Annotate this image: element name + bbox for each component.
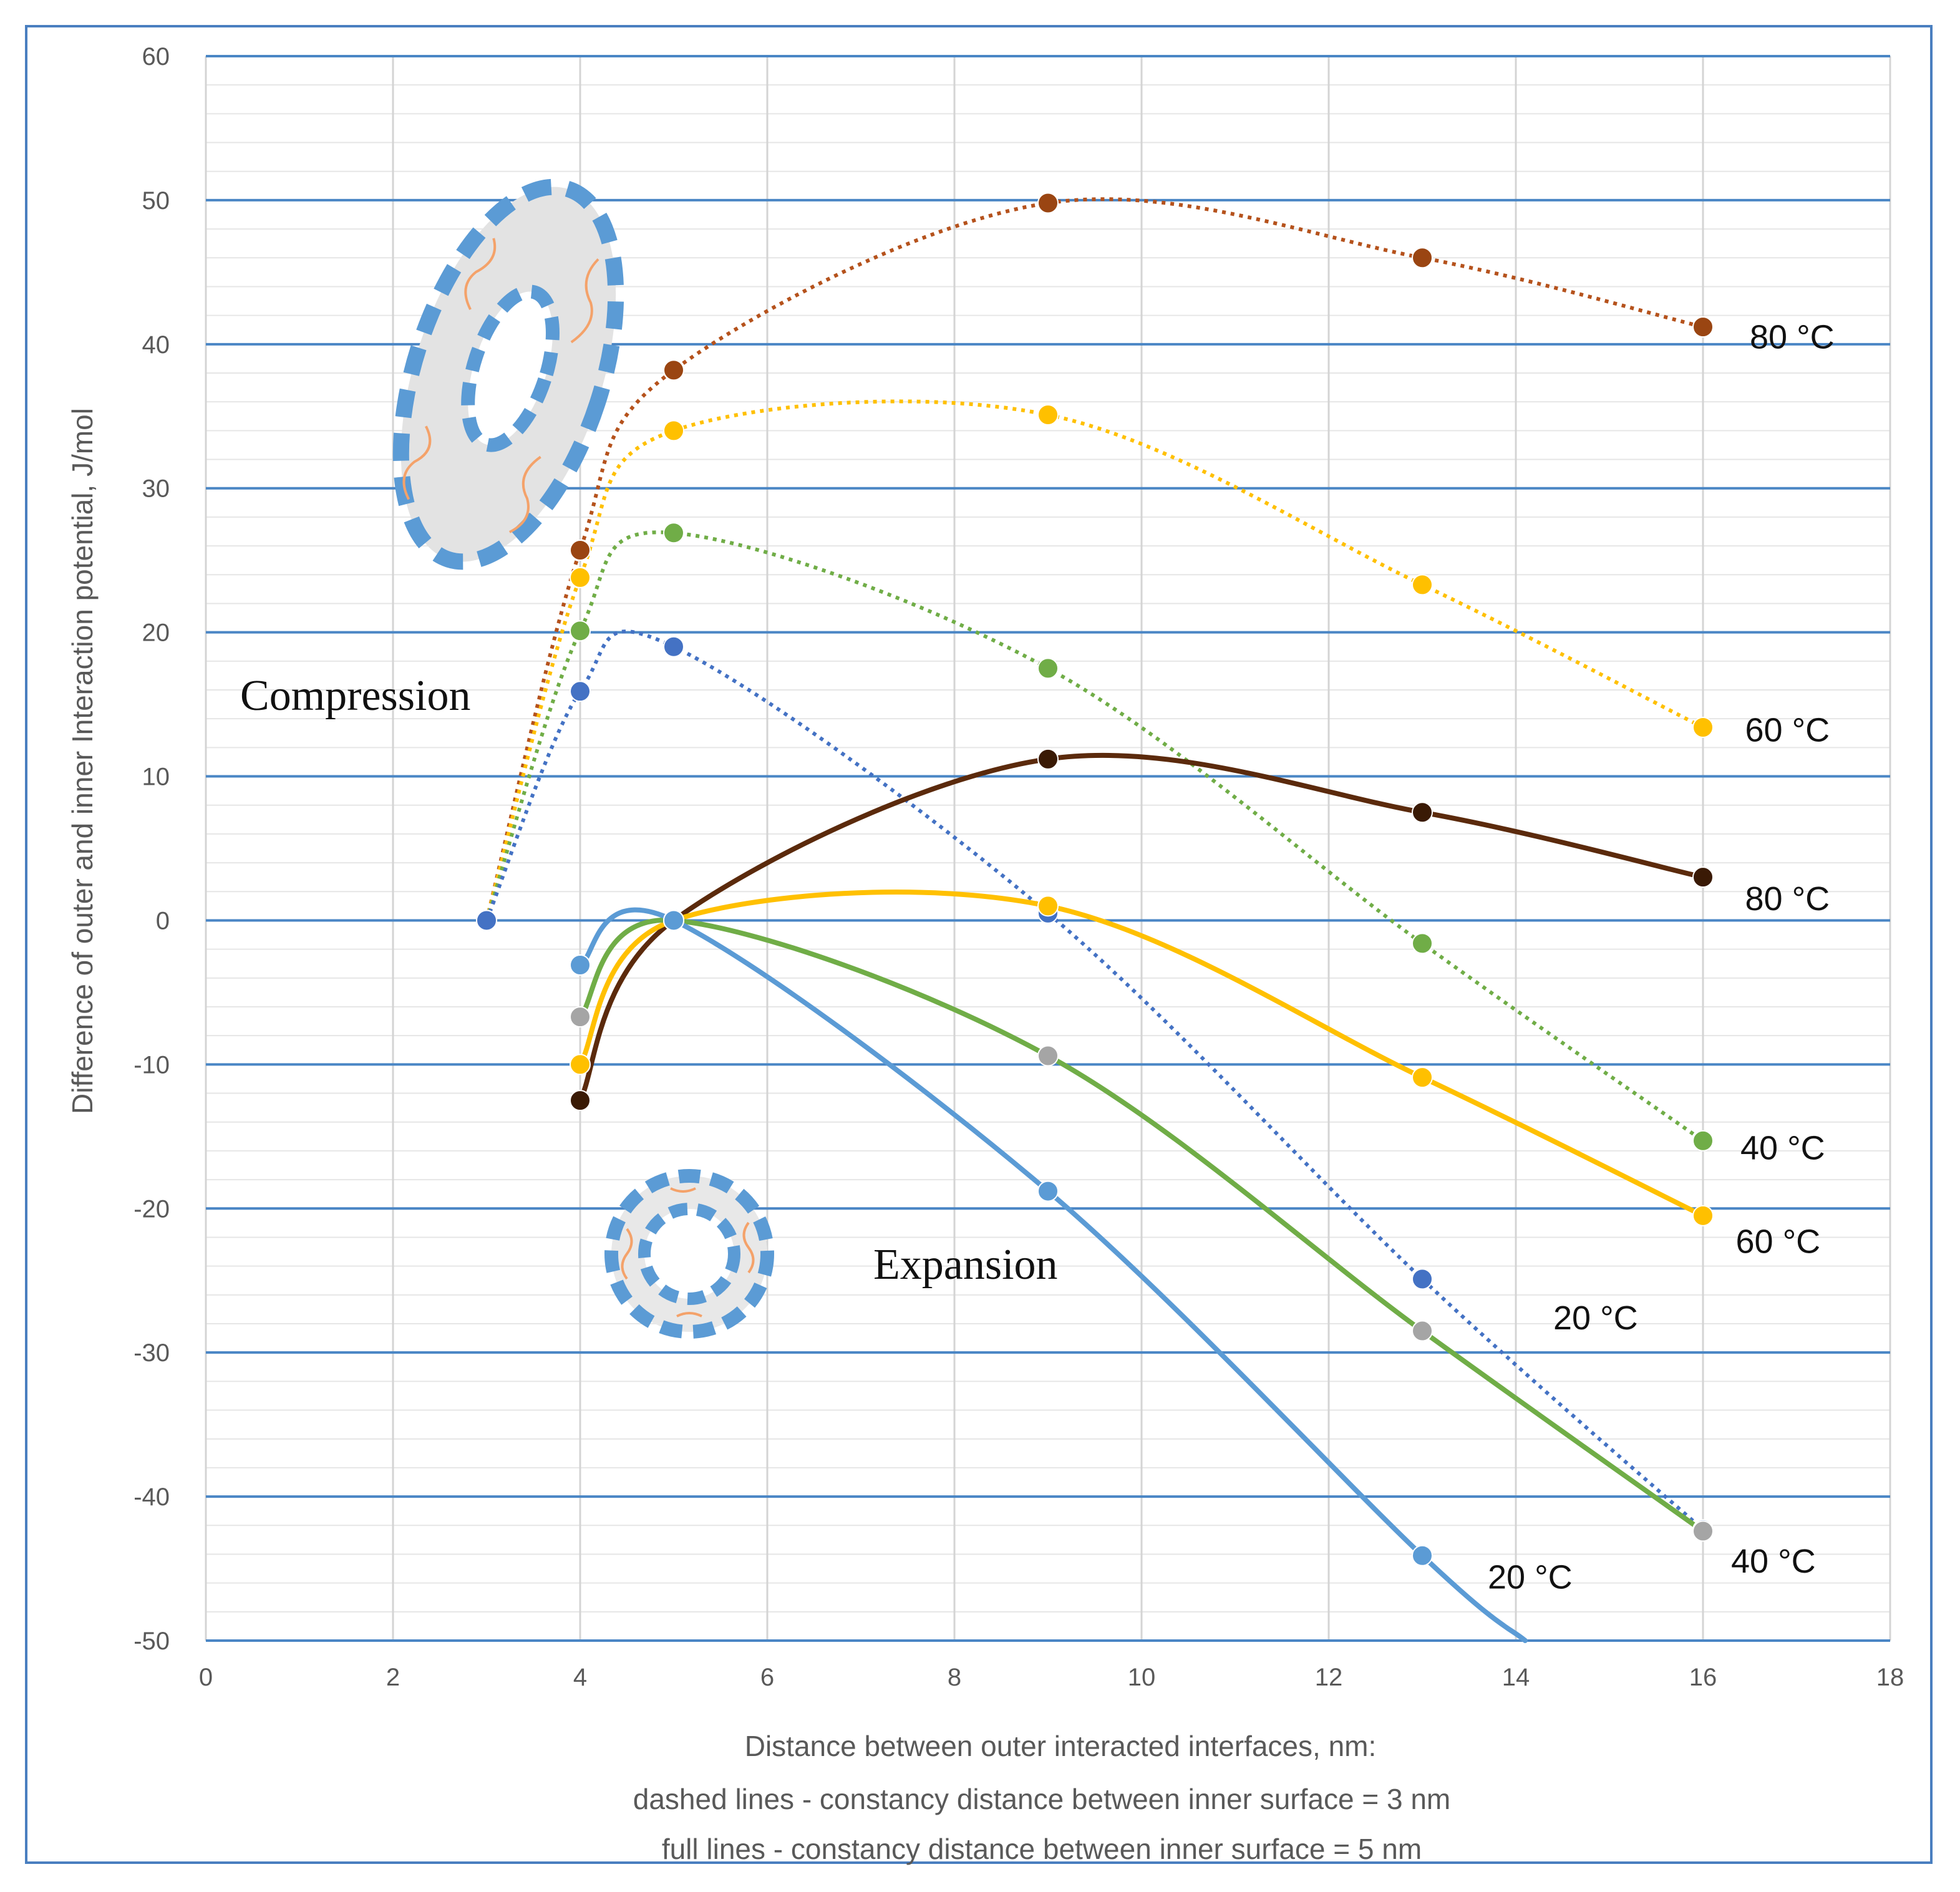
minor-gridlines — [206, 84, 1890, 1613]
x-tick-label: 14 — [1502, 1664, 1530, 1691]
series-line-solid-6 — [578, 918, 1705, 1534]
data-point — [570, 620, 591, 642]
x-axis-note-dashed: dashed lines - constancy distance betwee… — [633, 1783, 1450, 1815]
data-point — [1692, 316, 1714, 338]
data-point — [1037, 1180, 1059, 1202]
data-point — [570, 1006, 591, 1028]
data-point — [570, 954, 591, 976]
series-label-dashed-1: 60 °C — [1745, 712, 1830, 749]
data-point — [1692, 1205, 1714, 1226]
data-point — [1037, 1045, 1059, 1067]
y-tick-label: 0 — [156, 907, 170, 934]
series-line-solid-5 — [578, 890, 1705, 1218]
x-tick-label: 10 — [1128, 1664, 1156, 1691]
x-tick-label: 2 — [386, 1664, 400, 1691]
series-label-solid-4: 80 °C — [1745, 880, 1830, 918]
x-tick-label: 12 — [1315, 1664, 1343, 1691]
data-point — [1412, 802, 1433, 823]
chart-frame — [25, 25, 1933, 1864]
x-tick-label: 6 — [760, 1664, 774, 1691]
y-axis-title: Difference of outer and inner Interactio… — [66, 408, 99, 1114]
data-point — [1037, 895, 1059, 917]
data-point — [1412, 1067, 1433, 1089]
data-point — [663, 636, 684, 657]
x-tick-labels: 0 2 4 6 8 10 12 14 16 18 — [199, 1664, 1904, 1691]
data-point — [1412, 933, 1433, 954]
data-point — [1412, 574, 1433, 596]
data-point — [476, 910, 497, 931]
data-point — [1412, 1268, 1433, 1290]
data-point — [663, 359, 684, 381]
compression-vesicle-illustration — [392, 178, 624, 570]
data-point — [570, 681, 591, 702]
data-point — [1037, 657, 1059, 679]
x-tick-label: 8 — [948, 1664, 961, 1691]
series-line-dashed-1 — [485, 399, 1704, 921]
series-label-solid-7: 20 °C — [1488, 1558, 1573, 1596]
series-label-solid-6: 40 °C — [1731, 1543, 1816, 1580]
series-markers — [476, 192, 1714, 1566]
series-labels: 80 °C 60 °C 40 °C 20 °C 80 °C 60 °C 40 °C 20 °C — [1488, 318, 1835, 1596]
y-tick-label: 20 — [142, 619, 170, 647]
y-tick-label: -20 — [133, 1195, 170, 1223]
annotation-compression: Compression — [240, 672, 470, 720]
series-line-dashed-2 — [485, 530, 1704, 1143]
x-axis-title: Distance between outer interacted interf… — [745, 1730, 1377, 1762]
x-axis-note-full: full lines - constancy distance between … — [662, 1833, 1422, 1865]
data-point — [1692, 717, 1714, 739]
data-point — [570, 1090, 591, 1112]
y-tick-label: -30 — [133, 1339, 170, 1367]
data-point — [663, 420, 684, 442]
y-tick-label: -10 — [133, 1051, 170, 1079]
data-point — [1037, 404, 1059, 425]
x-tick-label: 0 — [199, 1664, 213, 1691]
series-label-dashed-2: 40 °C — [1740, 1129, 1825, 1167]
y-tick-label: 60 — [142, 43, 170, 70]
data-point — [1037, 748, 1059, 770]
y-tick-label: 50 — [142, 187, 170, 215]
data-point — [1692, 1130, 1714, 1152]
series-line-dashed-0 — [485, 197, 1704, 921]
data-point — [570, 1054, 591, 1075]
x-tick-label: 16 — [1689, 1664, 1717, 1691]
data-point — [663, 910, 684, 931]
y-tick-label: -40 — [133, 1483, 170, 1511]
series-label-dashed-0: 80 °C — [1750, 318, 1835, 356]
series-label-dashed-3: 20 °C — [1553, 1299, 1638, 1337]
y-tick-label: -50 — [133, 1628, 170, 1655]
data-point — [1692, 866, 1714, 888]
series-line-dashed-3 — [485, 629, 1704, 1531]
y-tick-labels: 60 50 40 30 20 10 0 -10 -20 -30 -40 -50 — [133, 43, 170, 1655]
data-point — [570, 566, 591, 588]
data-point — [570, 540, 591, 561]
annotation-expansion: Expansion — [873, 1241, 1058, 1289]
expansion-vesicle-illustration — [604, 1169, 774, 1339]
x-tick-label: 4 — [573, 1664, 587, 1691]
y-tick-label: 40 — [142, 331, 170, 359]
series-label-solid-5: 60 °C — [1736, 1223, 1821, 1260]
data-point — [1037, 192, 1059, 214]
y-tick-label: 10 — [142, 764, 170, 791]
data-point — [1412, 1545, 1433, 1566]
x-tick-label: 18 — [1876, 1664, 1904, 1691]
data-point — [1412, 247, 1433, 269]
data-point — [1412, 1320, 1433, 1342]
y-tick-label: 30 — [142, 475, 170, 503]
data-point — [663, 522, 684, 544]
data-point — [1692, 1520, 1714, 1542]
